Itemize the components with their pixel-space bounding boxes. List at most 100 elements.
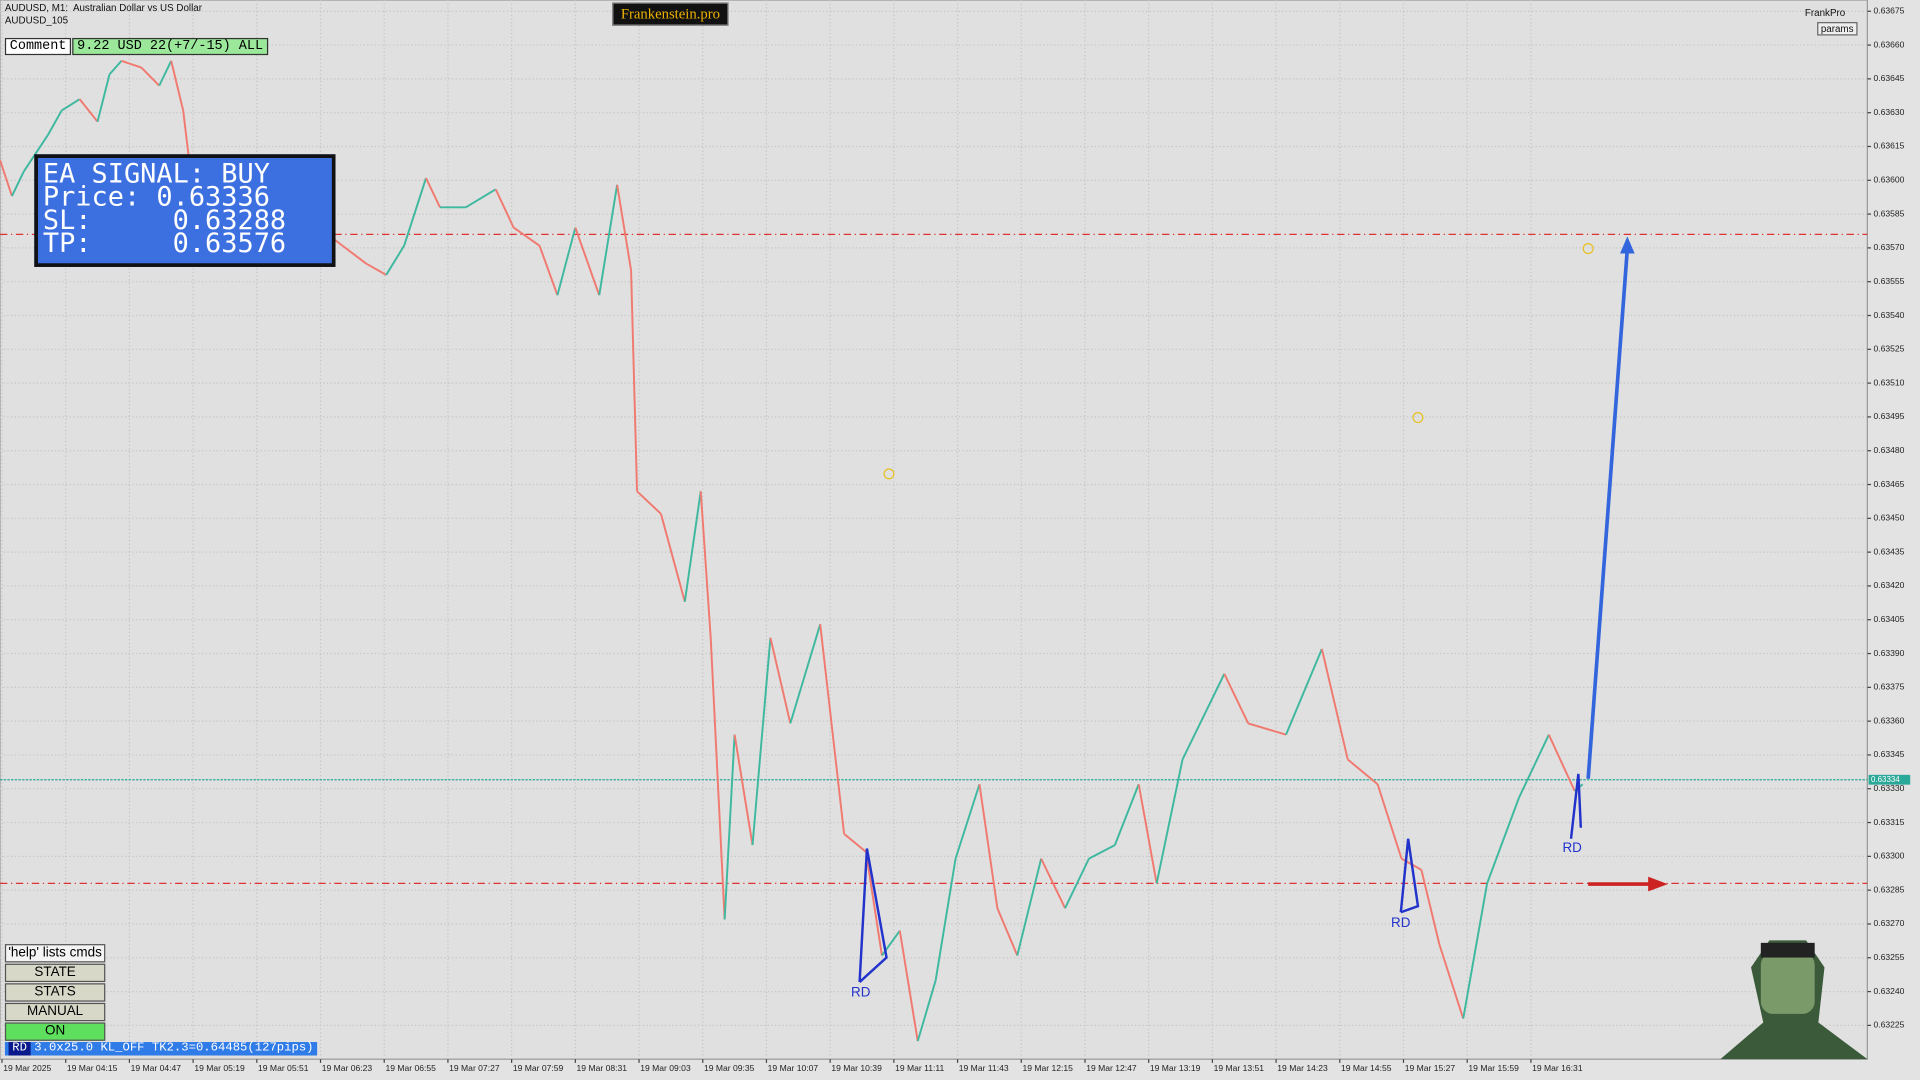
manual-button[interactable]: MANUAL	[4, 1002, 106, 1022]
y-tick-label: 0.63555	[1873, 276, 1904, 286]
price-segment	[1181, 673, 1226, 760]
y-tick-label: 0.63315	[1873, 817, 1904, 827]
marker	[1582, 243, 1594, 255]
x-tick-label: 19 Mar 06:23	[322, 1063, 373, 1073]
price-segment	[513, 226, 541, 247]
pattern	[1569, 773, 1583, 839]
status-text: 3.0x25.0 KL_OFF TK2.3=0.64485(127pips)	[34, 1042, 314, 1056]
y-tick-label: 0.63255	[1873, 952, 1904, 962]
y-tick-label: 0.63345	[1873, 749, 1904, 759]
y-tick-label: 0.63675	[1873, 6, 1904, 16]
price-segment	[630, 270, 639, 492]
signal-line: Price: 0.63336	[42, 182, 270, 214]
y-tick-label: 0.63390	[1873, 648, 1904, 658]
price-segment	[751, 637, 772, 846]
price-segment	[598, 184, 619, 296]
price-segment	[898, 930, 919, 1042]
x-tick-label: 19 Mar 13:51	[1214, 1063, 1265, 1073]
price-segment	[819, 624, 846, 834]
price-segment	[699, 491, 712, 638]
price-segment	[96, 74, 111, 122]
price-segment	[1040, 858, 1066, 909]
price-segment	[978, 784, 999, 909]
bid-label: 0.63334	[1871, 775, 1900, 784]
state-button[interactable]: STATE	[4, 963, 106, 983]
price-segment	[78, 98, 99, 123]
x-tick-label: 19 Mar 14:55	[1341, 1063, 1392, 1073]
y-tick-label: 0.63465	[1873, 479, 1904, 489]
price-segment	[1347, 758, 1379, 786]
y-tick-label: 0.63615	[1873, 141, 1904, 151]
price-segment	[0, 159, 13, 197]
x-tick-label: 19 Mar 10:39	[831, 1063, 882, 1073]
price-segment	[121, 59, 142, 69]
symbol: AUDUSD, M1: Australian Dollar vs US Doll…	[4, 2, 202, 14]
y-tick-label: 0.63480	[1873, 445, 1904, 455]
params-button[interactable]: params	[1817, 22, 1858, 36]
x-tick-label: 19 Mar 08:31	[577, 1063, 628, 1073]
price-segment	[789, 623, 822, 724]
signal-panel: EA SIGNAL: BUY Price: 0.63336 SL: 0.6328…	[34, 154, 336, 267]
stats-button[interactable]: STATS	[4, 983, 106, 1002]
price-segment	[1285, 648, 1323, 736]
x-tick-label: 19 Mar 05:19	[194, 1063, 245, 1073]
price-segment	[11, 170, 25, 197]
price-segment	[1064, 858, 1090, 909]
status-tag: RD	[8, 1042, 31, 1056]
price-segment	[733, 734, 754, 846]
signal-line: SL: 0.63288	[42, 205, 287, 237]
annotation: RD	[1562, 840, 1582, 855]
price-segment	[182, 110, 191, 161]
target-arrow	[1586, 248, 1630, 779]
price-segment	[709, 637, 726, 920]
y-tick-label: 0.63570	[1873, 242, 1904, 252]
y-tick-label: 0.63435	[1873, 546, 1904, 556]
signal-line: TP: 0.63576	[42, 228, 287, 260]
x-tick-label: 19 Mar 12:47	[1086, 1063, 1137, 1073]
price-segment	[723, 734, 736, 920]
annotation: RD	[1391, 915, 1411, 930]
profile: FrankPro	[1804, 7, 1846, 19]
x-tick-label: 19 Mar 07:27	[449, 1063, 500, 1073]
y-tick-label: 0.63420	[1873, 580, 1904, 590]
annotation: RD	[851, 985, 871, 1000]
x-tick-label: 19 Mar 04:47	[131, 1063, 182, 1073]
price-segment	[140, 66, 160, 87]
help-button[interactable]: 'help' lists cmds	[4, 944, 106, 963]
price-segment	[574, 227, 601, 296]
price-segment	[1486, 797, 1520, 884]
arrow-head	[1648, 876, 1668, 892]
price-segment	[636, 490, 662, 515]
arrow-head	[1620, 236, 1635, 254]
on-button[interactable]: ON	[4, 1022, 106, 1041]
price-segment	[1547, 734, 1576, 792]
marker	[1412, 412, 1424, 424]
price-segment	[403, 177, 427, 246]
y-tick-label: 0.63405	[1873, 614, 1904, 624]
y-tick-label: 0.63225	[1873, 1020, 1904, 1030]
comment-value: 9.22 USD 22(+7/-15) ALL	[72, 37, 268, 56]
price-segment	[108, 60, 123, 76]
x-tick-label: 19 Mar 04:15	[67, 1063, 118, 1073]
price-segment	[341, 244, 367, 265]
x-tick-label: 19 Mar 11:43	[959, 1063, 1009, 1073]
mascot	[1720, 940, 1868, 1060]
x-tick-label: 19 Mar 05:51	[258, 1063, 309, 1073]
y-tick-label: 0.63285	[1873, 884, 1904, 894]
y-tick-label: 0.63270	[1873, 918, 1904, 928]
y-tick-label: 0.63360	[1873, 715, 1904, 725]
y-tick-label: 0.63660	[1873, 39, 1904, 49]
x-tick-label: 19 Mar 11:11	[895, 1063, 944, 1073]
y-tick-label: 0.63300	[1873, 851, 1904, 861]
price-segment	[1137, 784, 1158, 884]
y-tick-label: 0.63375	[1873, 682, 1904, 692]
price-segment	[1247, 722, 1287, 736]
x-tick-label: 19 Mar 06:55	[385, 1063, 436, 1073]
comment-label: Comment	[4, 37, 72, 56]
y-tick-label: 0.63645	[1873, 73, 1904, 83]
price-segment	[954, 783, 981, 859]
y-tick-label: 0.63510	[1873, 377, 1904, 387]
bid-tag	[1868, 774, 1911, 785]
price-segment	[616, 184, 633, 271]
